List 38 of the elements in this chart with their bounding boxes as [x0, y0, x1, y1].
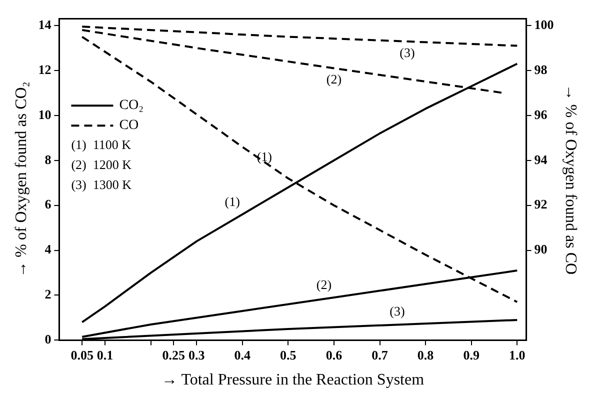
x-tick-label: 0.3: [188, 347, 206, 362]
y2-tick-label: 90: [534, 242, 548, 257]
annotation: (2): [316, 276, 332, 292]
x-tick-label: 1.0: [509, 347, 526, 362]
x-tick-label: 0.7: [372, 347, 388, 362]
x-tick-label: 0.6: [326, 347, 343, 362]
annotation: (1): [224, 194, 240, 209]
y2-tick-label: 92: [534, 196, 548, 212]
annotation: (3): [390, 304, 405, 319]
y-tick-label: 14: [38, 16, 52, 32]
y2-tick-label: 96: [534, 106, 548, 122]
y-axis-title: → % of Oxygen found as CO₂: [12, 82, 30, 278]
annotation: (2) 1200 K: [71, 157, 132, 172]
y-tick-label: 8: [44, 152, 52, 167]
annotation: (3) 1300 K: [71, 177, 132, 192]
y2-tick-label: 100: [534, 16, 554, 32]
x-tick-label: 0.5: [280, 347, 297, 362]
legend-label: CO: [119, 118, 139, 134]
y2-tick-label: 98: [534, 62, 548, 77]
y-tick-label: 4: [44, 242, 52, 257]
x-axis-title: → Total Pressure in the Reaction System: [161, 372, 425, 389]
annotation: (3): [400, 44, 415, 60]
y2-tick-label: 94: [534, 152, 548, 167]
x-tick-label: 0.8: [417, 347, 434, 362]
x-tick-label: 0.1: [96, 347, 114, 362]
y-tick-label: 12: [38, 62, 52, 77]
x-tick-label: 0.9: [463, 347, 480, 362]
y-tick-label: 6: [44, 196, 52, 212]
x-tick-label: 0.25: [162, 347, 186, 362]
x-tick-label: 0.05: [70, 347, 94, 362]
y-tick-label: 10: [38, 106, 52, 122]
y-tick-label: 2: [44, 286, 52, 302]
y2-axis-title: → % of Oxygen found as CO: [562, 84, 580, 275]
legend-label: CO₂: [119, 98, 144, 114]
x-tick-label: 0.4: [234, 347, 251, 362]
y-tick-label: 0: [44, 332, 52, 347]
annotation: (2): [326, 72, 342, 87]
annotation: (1) 1100 K: [71, 137, 132, 152]
